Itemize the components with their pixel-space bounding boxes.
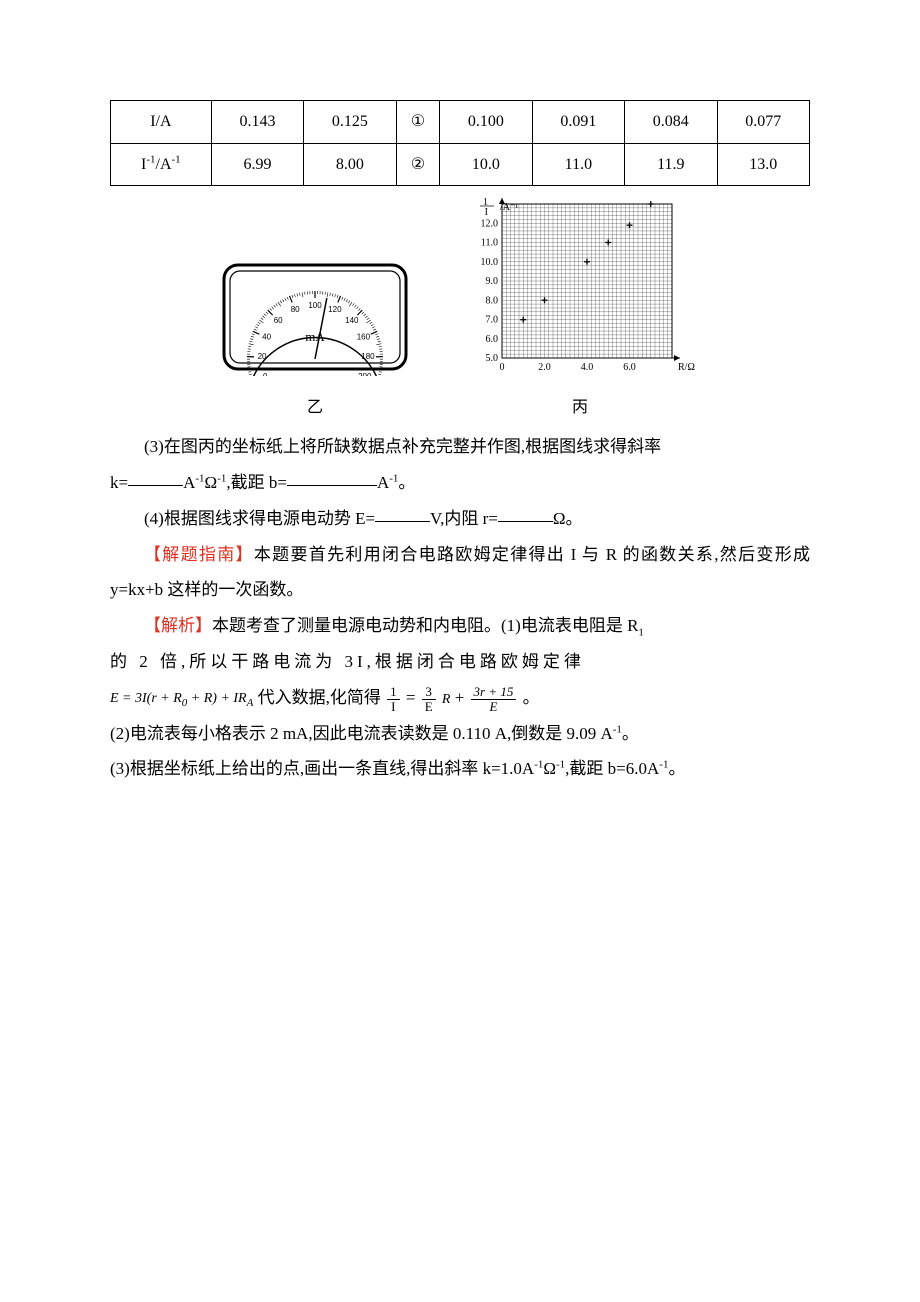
- solution-p1: 【解析】本题考查了测量电源电动势和内电阻。(1)电流表电阻是 R1: [110, 608, 810, 644]
- svg-text:5.0: 5.0: [486, 353, 499, 364]
- frac-3/E: 3E: [422, 685, 436, 713]
- graph-figure: 5.06.07.08.09.010.011.012.002.04.06.01I/…: [460, 196, 700, 424]
- cell: 0.100: [440, 101, 532, 144]
- svg-text:20: 20: [258, 352, 267, 361]
- hint-tag: 【解题指南】: [144, 545, 254, 564]
- svg-text:100: 100: [308, 301, 322, 310]
- frac-(3r+15)/E: 3r + 15E: [471, 685, 517, 713]
- solution-formula: E = 3I(r + R0 + R) + IRA 代入数据,化简得 1I = 3…: [110, 680, 810, 716]
- cell: 11.9: [625, 143, 717, 186]
- svg-text:0: 0: [263, 372, 268, 376]
- svg-text:7.0: 7.0: [486, 315, 499, 326]
- solution-tag: 【解析】: [144, 616, 212, 635]
- svg-text:40: 40: [262, 333, 271, 342]
- cell: 6.99: [211, 143, 303, 186]
- cell: 0.091: [532, 101, 624, 144]
- cell: 10.0: [440, 143, 532, 186]
- svg-text:60: 60: [274, 316, 283, 325]
- data-table: I/A0.1430.125①0.1000.0910.0840.077 I-1/A-…: [110, 100, 810, 186]
- blank-r: [498, 502, 553, 522]
- cell: 13.0: [717, 143, 809, 186]
- svg-text:9.0: 9.0: [486, 276, 499, 287]
- svg-text:R/Ω: R/Ω: [678, 362, 695, 373]
- svg-text:200: 200: [358, 372, 372, 376]
- question-3-line2: k=A-1Ω-1,截距 b=A-1。: [110, 465, 810, 501]
- svg-text:180: 180: [361, 352, 375, 361]
- svg-text:mA: mA: [305, 329, 325, 344]
- solution-p3: (3)根据坐标纸上给出的点,画出一条直线,得出斜率 k=1.0A-1Ω-1,截距…: [110, 751, 810, 787]
- frac-1/I: 1I: [387, 685, 400, 713]
- ammeter-figure: 0 20 4060 80 100 120140 160 180 200 mA 乙: [220, 261, 410, 424]
- svg-text:140: 140: [345, 316, 359, 325]
- cell: 0.077: [717, 101, 809, 144]
- solution-p2: (2)电流表每小格表示 2 mA,因此电流表读数是 0.110 A,倒数是 9.…: [110, 716, 810, 752]
- svg-text:I: I: [485, 207, 488, 218]
- hint-paragraph: 【解题指南】本题要首先利用闭合电路欧姆定律得出 I 与 R 的函数关系,然后变形…: [110, 537, 810, 608]
- svg-text:0: 0: [500, 362, 505, 373]
- svg-text:11.0: 11.0: [481, 238, 498, 249]
- cell: 8.00: [304, 143, 396, 186]
- cell: 0.125: [304, 101, 396, 144]
- svg-text:80: 80: [291, 305, 300, 314]
- row-label: I/A: [111, 101, 212, 144]
- ammeter-caption: 乙: [220, 391, 410, 425]
- cell: ②: [396, 143, 440, 186]
- row-label: I-1/A-1: [111, 143, 212, 186]
- graph-icon: 5.06.07.08.09.010.011.012.002.04.06.01I/…: [460, 196, 700, 376]
- blank-e: [375, 502, 430, 522]
- solution-p1b: 的 2 倍,所以干路电流为 3I,根据闭合电路欧姆定律: [110, 644, 810, 680]
- cell: 0.143: [211, 101, 303, 144]
- svg-text:12.0: 12.0: [481, 218, 499, 229]
- svg-text:6.0: 6.0: [623, 362, 636, 373]
- svg-text:8.0: 8.0: [486, 295, 499, 306]
- cell: ①: [396, 101, 440, 144]
- blank-b: [287, 466, 377, 486]
- svg-text:2.0: 2.0: [538, 362, 551, 373]
- cell: 0.084: [625, 101, 717, 144]
- svg-text:160: 160: [357, 333, 371, 342]
- svg-text:4.0: 4.0: [581, 362, 594, 373]
- graph-caption: 丙: [460, 391, 700, 425]
- question-3-line1: (3)在图丙的坐标纸上将所缺数据点补充完整并作图,根据图线求得斜率: [110, 429, 810, 465]
- svg-text:/A⁻¹: /A⁻¹: [500, 202, 518, 213]
- svg-text:10.0: 10.0: [481, 257, 499, 268]
- question-4: (4)根据图线求得电源电动势 E=V,内阻 r=Ω。: [110, 501, 810, 537]
- svg-text:6.0: 6.0: [486, 334, 499, 345]
- figure-row: 0 20 4060 80 100 120140 160 180 200 mA 乙 5.0 6.0 7.…: [110, 196, 810, 424]
- svg-text:120: 120: [328, 305, 342, 314]
- blank-k: [128, 466, 183, 486]
- ammeter-icon: 0 20 4060 80 100 120140 160 180 200 mA: [220, 261, 410, 376]
- cell: 11.0: [532, 143, 624, 186]
- formula-lhs: E = 3I(r + R0 + R) + IRA: [110, 684, 253, 715]
